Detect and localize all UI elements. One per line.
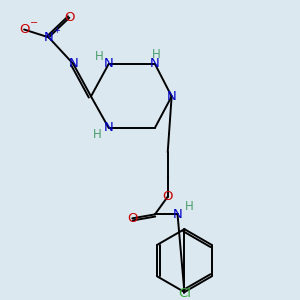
Text: N: N bbox=[104, 122, 114, 134]
Text: H: H bbox=[184, 200, 193, 214]
Text: Cl: Cl bbox=[178, 286, 191, 300]
Text: N: N bbox=[68, 57, 78, 70]
Text: N: N bbox=[150, 57, 160, 70]
Text: +: + bbox=[54, 26, 61, 35]
Text: O: O bbox=[19, 23, 29, 36]
Text: H: H bbox=[94, 50, 103, 63]
Text: O: O bbox=[163, 190, 173, 203]
Text: −: − bbox=[30, 18, 38, 28]
Text: N: N bbox=[167, 90, 176, 103]
Text: N: N bbox=[44, 31, 54, 44]
Text: N: N bbox=[173, 208, 182, 221]
Text: H: H bbox=[92, 128, 101, 141]
Text: O: O bbox=[64, 11, 75, 24]
Text: N: N bbox=[104, 57, 114, 70]
Text: O: O bbox=[127, 212, 137, 225]
Text: H: H bbox=[152, 48, 160, 61]
